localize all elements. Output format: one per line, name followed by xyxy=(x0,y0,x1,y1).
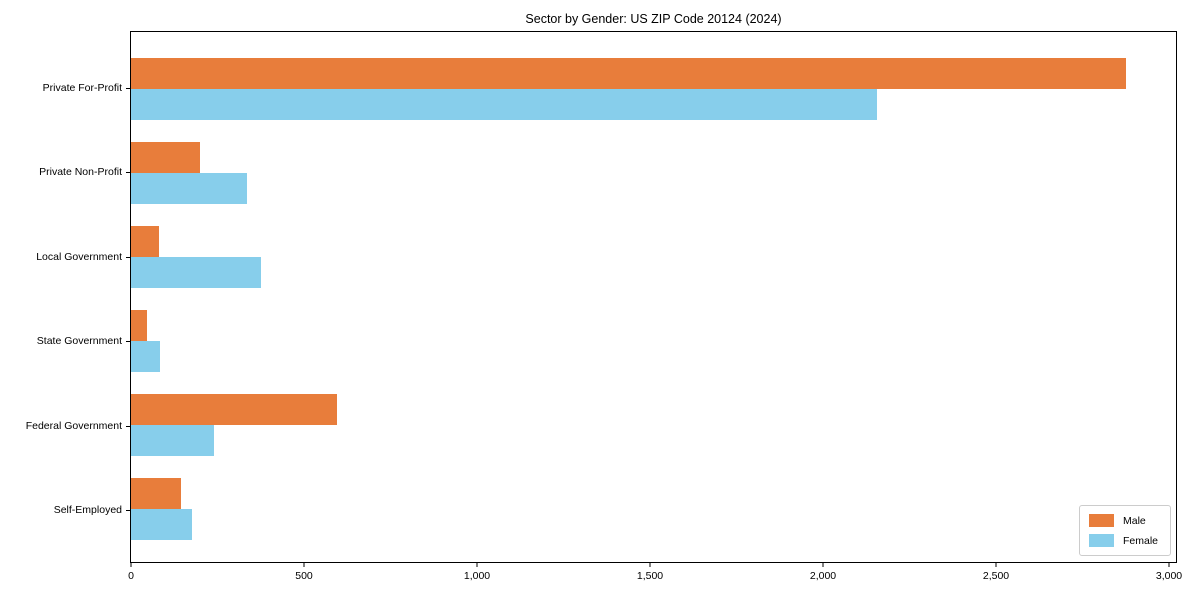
bar-female-self-employed xyxy=(131,509,192,541)
legend-item-male: Male xyxy=(1088,514,1158,527)
y-tick-mark xyxy=(126,172,130,174)
y-tick-mark xyxy=(126,341,130,343)
legend-label-male: Male xyxy=(1122,514,1146,527)
y-tick-marks xyxy=(126,31,130,563)
x-axis: 0 500 1,000 1,500 2,000 2,500 3,000 xyxy=(128,563,1182,589)
bar-male-local-government xyxy=(131,225,159,257)
bar-female-private-for-profit xyxy=(131,88,877,120)
y-axis-label: Self-Employed xyxy=(53,504,122,517)
x-tick-label: 2,500 xyxy=(982,570,1010,582)
bar-male-self-employed xyxy=(131,478,182,510)
y-axis-label: Federal Government xyxy=(25,419,122,432)
male-color-swatch xyxy=(1088,514,1114,527)
x-tick-label: 500 xyxy=(295,570,313,582)
y-axis-label: State Government xyxy=(36,335,122,348)
plot-area: Male Female xyxy=(130,31,1177,563)
y-tick-mark xyxy=(126,425,130,427)
bar-female-local-government xyxy=(131,256,261,288)
bars-layer xyxy=(131,32,1169,562)
x-tick-mark xyxy=(822,563,824,567)
bar-male-state-government xyxy=(131,310,147,342)
x-tick-mark xyxy=(1168,563,1170,567)
y-axis-label: Private For-Profit xyxy=(42,81,122,94)
x-tick-mark xyxy=(130,563,132,567)
x-tick-label: 1,000 xyxy=(463,570,491,582)
chart-title: Sector by Gender: US ZIP Code 20124 (202… xyxy=(525,12,782,26)
x-tick-mark xyxy=(476,563,478,567)
x-tick-label: 1,500 xyxy=(636,570,664,582)
y-tick-mark xyxy=(126,510,130,512)
y-axis-label: Private Non-Profit xyxy=(39,166,122,179)
x-tick-mark xyxy=(995,563,997,567)
female-color-swatch xyxy=(1088,534,1114,547)
y-tick-mark xyxy=(126,256,130,258)
y-axis-labels: Private For-Profit Private Non-Profit Loca… xyxy=(0,31,122,563)
bar-male-federal-government xyxy=(131,394,337,426)
x-tick-label: 3,000 xyxy=(1155,570,1183,582)
bar-male-private-for-profit xyxy=(131,57,1126,89)
y-axis-label: Local Government xyxy=(36,250,122,263)
y-tick-mark xyxy=(126,87,130,89)
bar-female-federal-government xyxy=(131,425,215,457)
x-tick-label: 0 xyxy=(128,570,134,582)
x-tick-label: 2,000 xyxy=(809,570,837,582)
legend-item-female: Female xyxy=(1088,534,1158,547)
bar-male-private-non-profit xyxy=(131,141,201,173)
bar-female-private-non-profit xyxy=(131,172,247,204)
legend: Male Female xyxy=(1078,505,1171,556)
bar-female-state-government xyxy=(131,341,161,373)
legend-label-female: Female xyxy=(1122,534,1158,547)
x-tick-mark xyxy=(649,563,651,567)
x-tick-mark xyxy=(303,563,305,567)
